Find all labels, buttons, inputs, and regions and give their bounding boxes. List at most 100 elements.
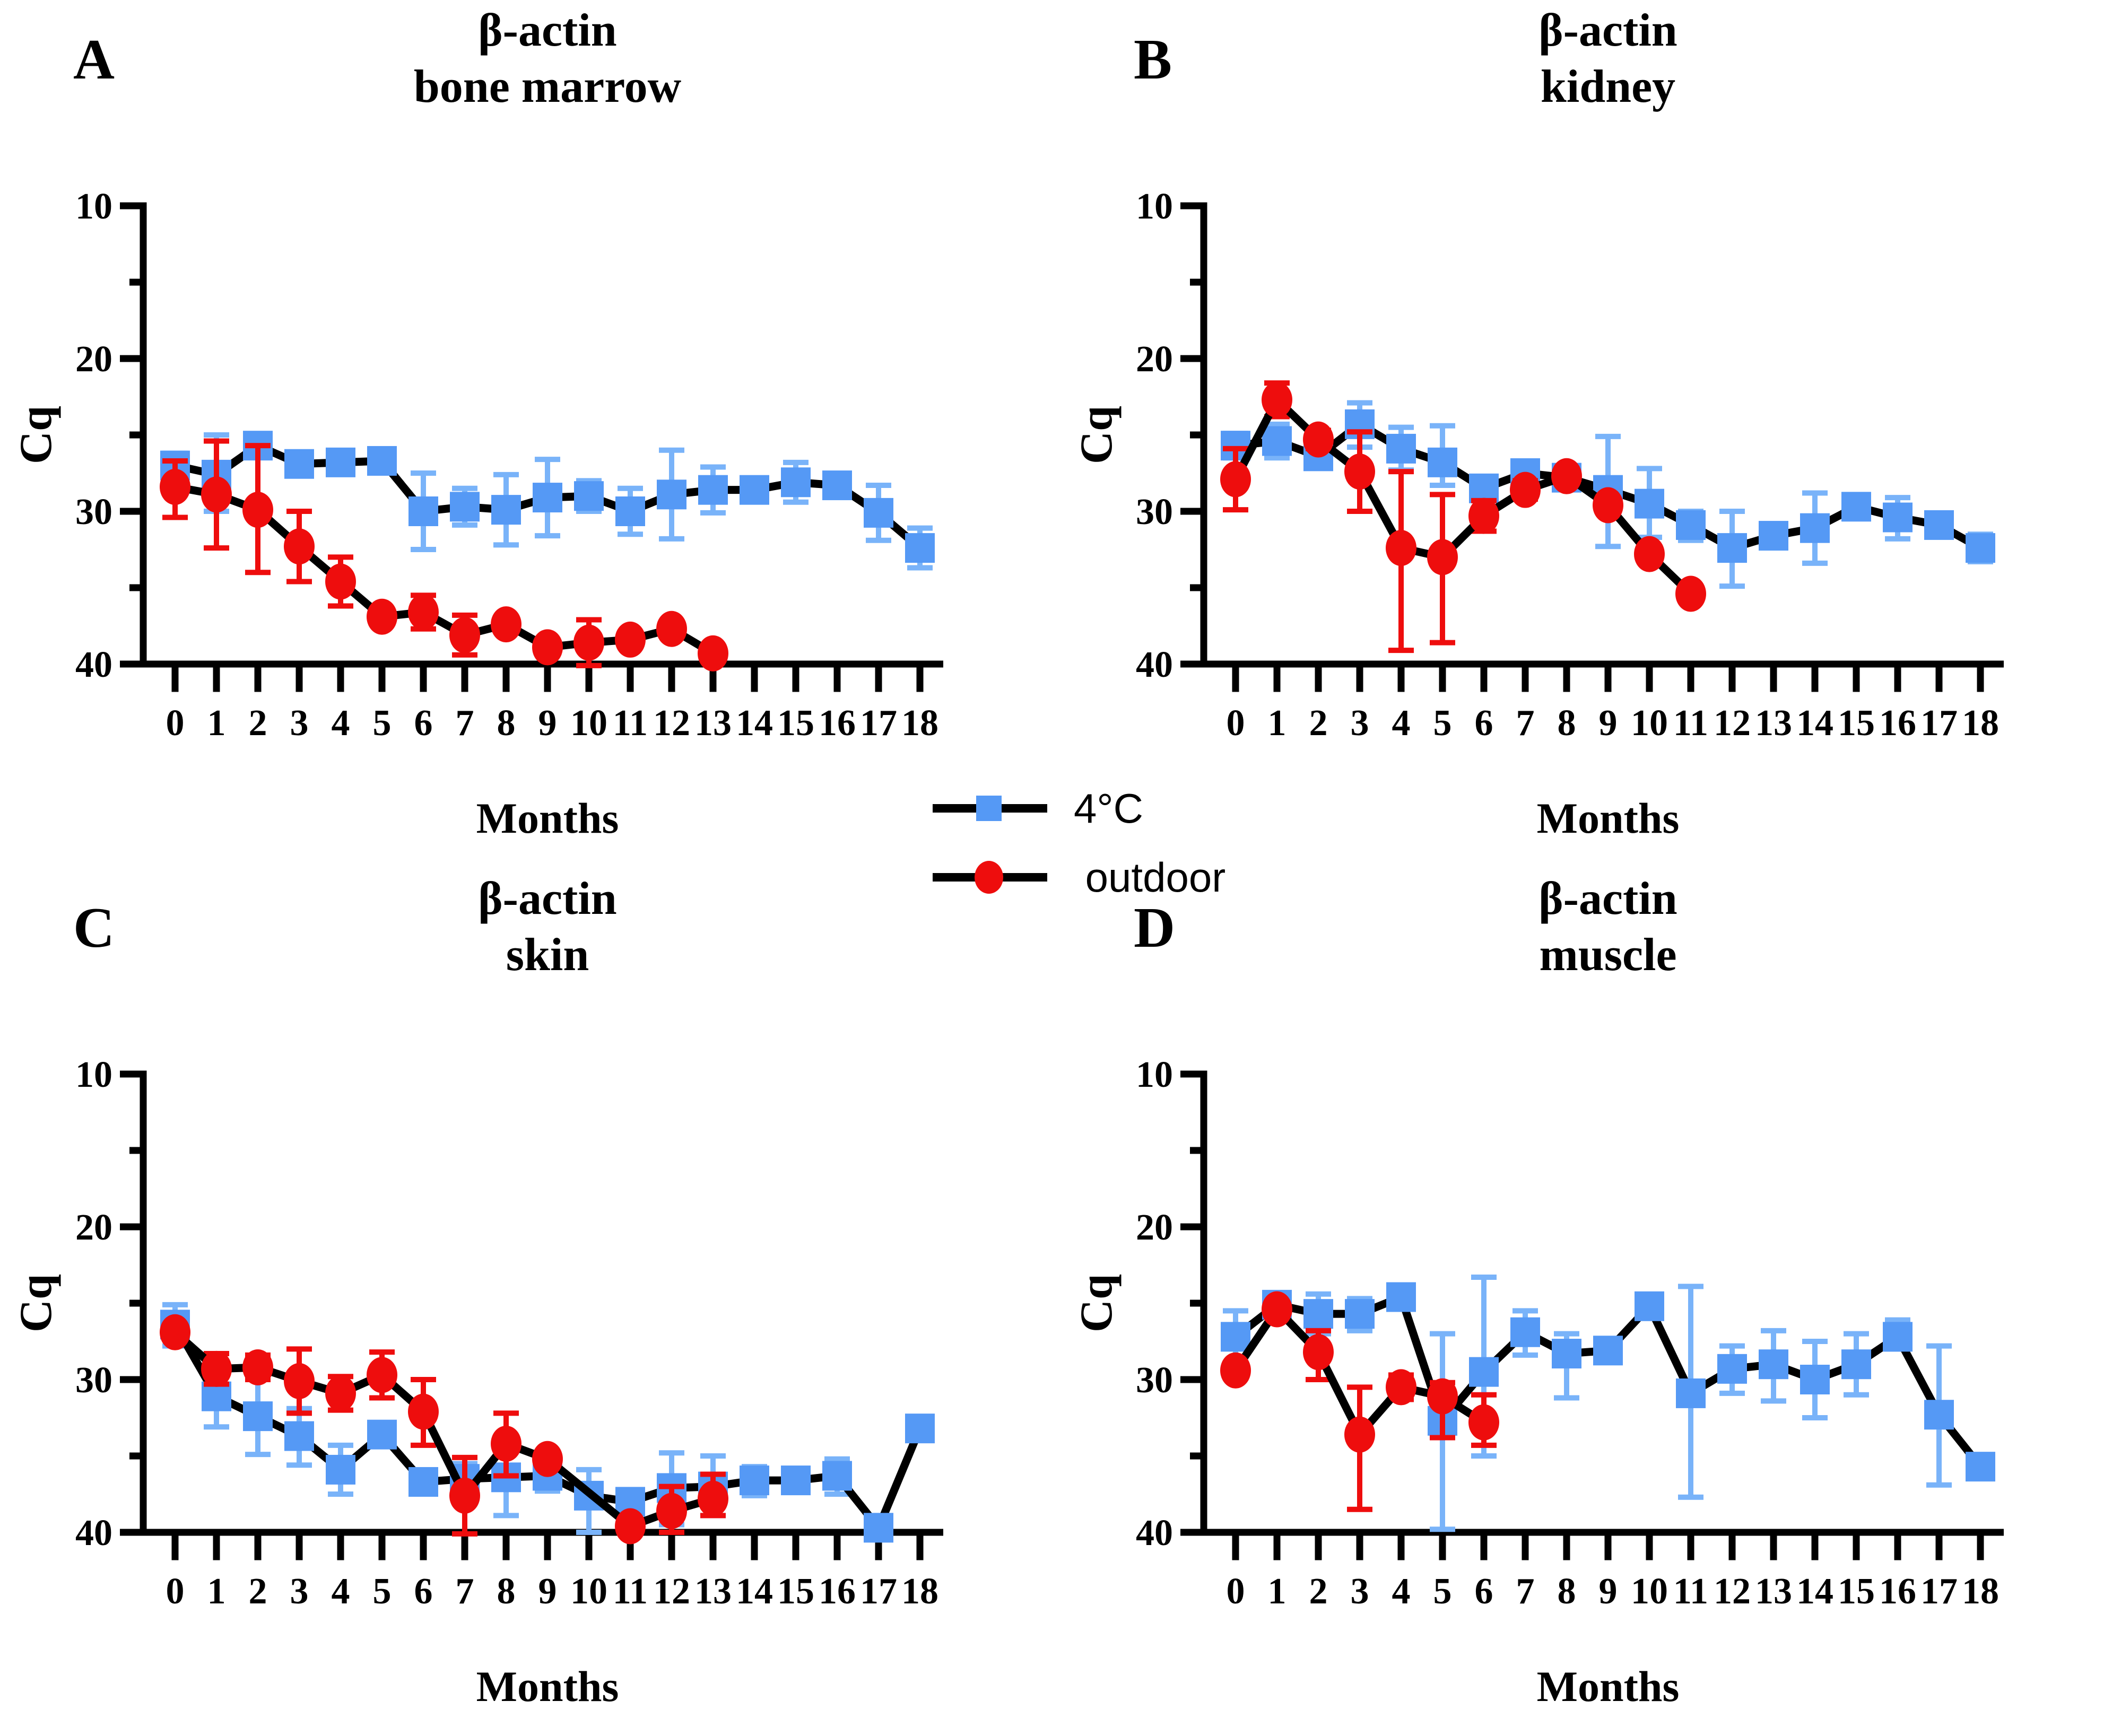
x-tick-label: 0 <box>166 703 185 744</box>
x-tick-label: 9 <box>538 703 557 744</box>
x-tick-label: 8 <box>1558 1571 1576 1612</box>
square-marker <box>1717 1354 1747 1384</box>
y-axis-title: Cq <box>1071 1274 1122 1332</box>
circle-marker <box>242 492 273 528</box>
square-marker <box>1386 433 1416 464</box>
legend-label-outdoor: outdoor <box>1074 854 1226 901</box>
x-tick-label: 13 <box>694 1571 732 1612</box>
circle-marker <box>1427 1378 1458 1415</box>
x-tick-label: 18 <box>901 703 938 744</box>
circle-marker <box>1303 1334 1334 1371</box>
y-tick-label: 10 <box>1136 186 1173 227</box>
x-tick-label: 7 <box>456 703 474 744</box>
square-marker <box>1593 1336 1623 1366</box>
circle-marker <box>698 1480 728 1517</box>
circle-marker <box>1220 461 1251 498</box>
square-marker <box>822 470 852 501</box>
x-tick-label: 16 <box>819 1571 856 1612</box>
x-tick-label: 17 <box>860 1571 897 1612</box>
circle-marker <box>284 528 315 565</box>
chart-title-line1: β-actin <box>478 873 616 924</box>
x-tick-label: 2 <box>249 1571 267 1612</box>
x-tick-label: 14 <box>1796 703 1833 744</box>
circle-marker <box>242 1349 273 1385</box>
square-marker <box>284 1421 314 1451</box>
panel-letter: C <box>73 896 115 959</box>
x-axis-title: Months <box>476 1662 619 1711</box>
x-tick-label: 4 <box>332 703 350 744</box>
x-tick-label: 15 <box>1838 1571 1875 1612</box>
square-marker <box>864 498 893 528</box>
x-tick-label: 6 <box>1475 1571 1493 1612</box>
circle-marker <box>1344 453 1375 490</box>
x-tick-label: 14 <box>736 1571 773 1612</box>
square-marker-icon <box>933 796 1047 821</box>
y-tick-label: 20 <box>75 339 112 380</box>
markers <box>1220 381 1706 612</box>
square-marker <box>905 1414 935 1444</box>
x-tick-label: 6 <box>414 1571 433 1612</box>
y-tick-label: 30 <box>75 492 112 533</box>
square-marker <box>284 449 314 479</box>
x-tick-label: 10 <box>1631 703 1668 744</box>
series-outdoor <box>1220 380 1706 653</box>
square-marker <box>1800 1365 1830 1394</box>
series-outdoor <box>160 1314 728 1545</box>
y-tick-label: 40 <box>1136 644 1173 685</box>
circle-marker <box>491 1425 521 1462</box>
circle-marker <box>532 629 563 666</box>
circle-marker <box>325 563 356 600</box>
x-tick-label: 11 <box>613 1571 648 1612</box>
x-tick-label: 3 <box>1351 1571 1369 1612</box>
circle-marker <box>408 1393 439 1430</box>
panel-letter: A <box>73 28 115 91</box>
square-marker <box>1676 1378 1706 1408</box>
x-tick-label: 13 <box>694 703 732 744</box>
legend-item-outdoor: outdoor <box>927 850 1225 905</box>
x-tick-label: 9 <box>538 1571 557 1612</box>
square-marker <box>574 481 604 511</box>
y-tick-label: 20 <box>1136 1207 1173 1248</box>
x-tick-label: 11 <box>613 703 648 744</box>
x-tick-label: 5 <box>1433 703 1452 744</box>
x-tick-label: 2 <box>1309 703 1328 744</box>
chart-title-line2: bone marrow <box>414 61 682 112</box>
square-marker <box>1883 502 1913 533</box>
square-marker <box>1676 510 1706 540</box>
x-tick-label: 11 <box>1673 703 1708 744</box>
y-tick-label: 10 <box>75 186 112 227</box>
x-tick-label: 12 <box>653 1571 690 1612</box>
circle-marker <box>1427 539 1458 575</box>
x-tick-label: 13 <box>1755 703 1792 744</box>
x-tick-label: 15 <box>1838 703 1875 744</box>
square-marker <box>1386 1282 1416 1312</box>
circle-marker <box>1551 458 1582 494</box>
chart-title-line1: β-actin <box>1538 873 1677 924</box>
circle-marker <box>1386 530 1416 566</box>
square-marker <box>864 1513 893 1543</box>
x-tick-label: 15 <box>777 1571 814 1612</box>
x-tick-label: 16 <box>1879 1571 1916 1612</box>
square-marker <box>657 479 686 510</box>
square-marker <box>1924 510 1954 540</box>
x-tick-label: 16 <box>1879 703 1916 744</box>
chart-title-line2: muscle <box>1539 929 1676 981</box>
series-outdoor <box>1220 1291 1499 1512</box>
square-marker <box>698 475 728 505</box>
x-tick-label: 1 <box>207 1571 226 1612</box>
x-tick-label: 4 <box>332 1571 350 1612</box>
markers <box>160 468 728 671</box>
legend-item-4c: 4°C <box>927 781 1225 836</box>
circle-marker <box>367 598 397 635</box>
circle-marker <box>1468 498 1499 534</box>
circle-marker <box>1262 381 1292 418</box>
square-marker <box>1469 1357 1499 1387</box>
chart-title-line2: skin <box>506 929 589 981</box>
circle-marker <box>532 1441 563 1477</box>
circle-marker <box>408 594 439 631</box>
square-marker <box>243 1401 273 1432</box>
